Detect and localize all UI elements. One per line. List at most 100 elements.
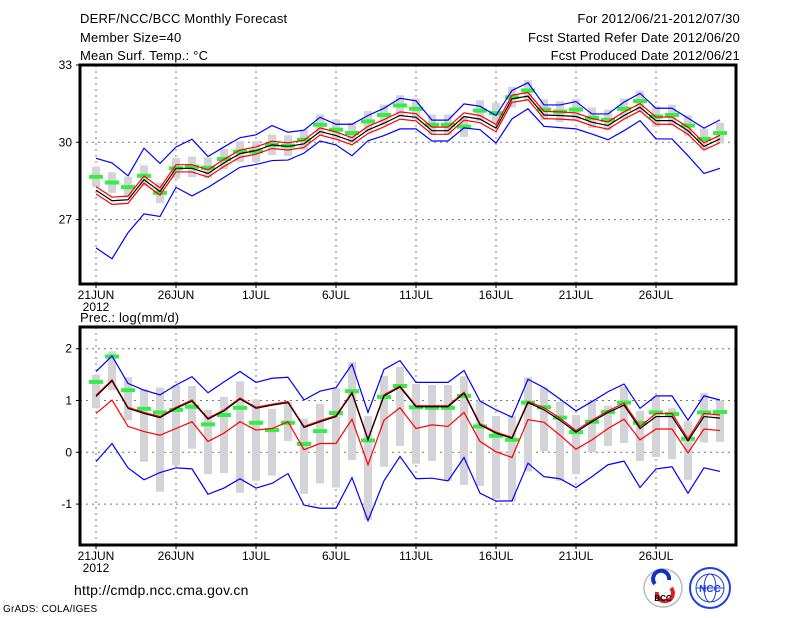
y-tick-label: 30 (59, 135, 73, 149)
green-mark (313, 122, 327, 127)
figure-title: DERF/NCC/BCC Monthly Forecast (80, 11, 288, 26)
spread-bar (604, 405, 612, 447)
bcc-logo-text: BCC (654, 594, 672, 603)
spread-bar (492, 416, 500, 499)
spread-bar (412, 383, 420, 464)
green-mark (697, 410, 711, 415)
precip-label: Prec.: log(mm/d) (80, 310, 180, 325)
bcc-logo: BCC (643, 568, 683, 608)
spread-bar (652, 396, 660, 457)
x-tick-label: 21JUL (559, 549, 594, 563)
green-mark (329, 127, 343, 132)
spread-bar (444, 384, 452, 481)
plot-frame (78, 325, 738, 547)
green-mark (329, 410, 343, 415)
x-year-label: 2012 (83, 300, 110, 314)
y-tick-label: 33 (59, 58, 73, 72)
green-mark (105, 180, 119, 185)
spread-bar (300, 418, 308, 494)
y-tick-label: 27 (59, 213, 73, 227)
series-line-ensemble-mean (95, 95, 721, 202)
series-line-lower-min (95, 442, 721, 523)
x-tick-label: 21JUN (78, 549, 115, 563)
green-mark (121, 388, 135, 393)
spread-bar (348, 362, 356, 461)
x-tick-label: 6JUL (322, 288, 350, 302)
green-mark (121, 185, 135, 190)
spread-bar (396, 366, 404, 447)
green-mark (313, 429, 327, 434)
precipitation-chart: 21JUN 26JUN 1JUL 6JUL 11JUL 16JUL 21JUL 26JUL20… (61, 325, 738, 575)
x-tick-label: 6JUL (322, 549, 350, 563)
x-year-label: 2012 (83, 561, 110, 575)
member-size: Member Size=40 (80, 30, 182, 45)
green-mark (441, 405, 455, 410)
spread-bar (428, 384, 436, 462)
green-mark (473, 424, 487, 429)
forecast-period: For 2012/06/21-2012/07/30 (577, 11, 740, 26)
spread-bar (108, 351, 116, 391)
spread-bar (668, 408, 676, 460)
y-tick-label: -1 (61, 497, 72, 511)
spread-bar (172, 384, 180, 466)
x-tick-label: 26JUL (639, 549, 674, 563)
green-mark (409, 106, 423, 111)
green-mark (185, 164, 199, 169)
x-tick-label: 16JUL (479, 549, 514, 563)
x-tick-label: 1JUL (242, 549, 270, 563)
start-date: Fcst Started Refer Date 2012/06/20 (527, 30, 740, 45)
ncc-logo: NCC (689, 567, 731, 609)
green-mark (249, 149, 263, 154)
source-url[interactable]: http://cmdp.ncc.cma.gov.cn (74, 582, 249, 598)
green-mark (425, 122, 439, 127)
green-mark (217, 413, 231, 418)
x-tick-label: 16JUL (479, 288, 514, 302)
spread-bar (460, 376, 468, 485)
spread-bar (332, 388, 340, 488)
spread-bar (252, 399, 260, 481)
green-mark (233, 405, 247, 410)
green-mark (249, 420, 263, 425)
series-line-upper-max (95, 355, 721, 422)
spread-bar (524, 377, 532, 472)
spread-bar (364, 416, 372, 520)
series-line-upper-red (95, 91, 721, 198)
spread-bar (620, 386, 628, 443)
green-mark (441, 122, 455, 127)
green-mark (665, 112, 679, 117)
green-mark (473, 108, 487, 113)
series-line-upper-red (95, 378, 721, 441)
green-mark (457, 393, 471, 398)
green-mark (505, 95, 519, 100)
spread-bar (476, 400, 484, 486)
spread-bar (572, 415, 580, 475)
green-mark (169, 407, 183, 412)
green-mark (585, 115, 599, 120)
y-tick-label: 1 (65, 394, 72, 408)
green-mark (505, 437, 519, 442)
variable-label: Mean Surf. Temp.: °C (80, 48, 209, 63)
green-mark (425, 405, 439, 410)
green-mark (489, 433, 503, 438)
green-mark (633, 99, 647, 104)
spread-bar (636, 410, 644, 462)
green-mark (185, 404, 199, 409)
green-mark (153, 190, 167, 195)
spread-bar (268, 408, 276, 476)
green-mark (89, 379, 103, 384)
green-mark (233, 149, 247, 154)
green-mark (361, 119, 375, 124)
green-mark (649, 410, 663, 415)
x-tick-label: 26JUL (639, 288, 674, 302)
green-mark (713, 409, 727, 414)
green-mark (137, 406, 151, 411)
green-mark (393, 103, 407, 108)
spread-bar (92, 374, 100, 409)
green-mark (201, 165, 215, 170)
spread-bar (220, 396, 228, 474)
spread-bar (156, 387, 164, 492)
spread-bar (716, 400, 724, 442)
x-tick-label: 21JUL (559, 288, 594, 302)
produced-date: Fcst Produced Date 2012/06/21 (550, 48, 740, 63)
